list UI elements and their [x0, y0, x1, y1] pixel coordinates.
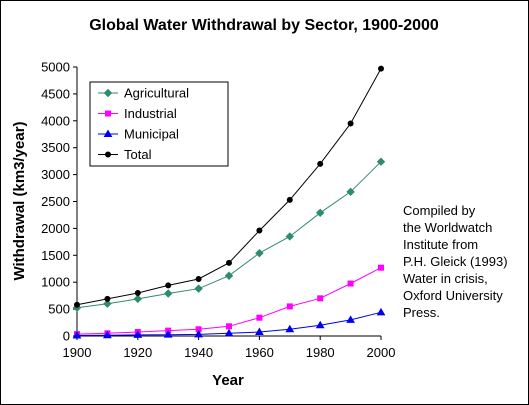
- data-point-municipal: [224, 328, 234, 337]
- x-tick-label: 1960: [245, 345, 274, 360]
- source-annotation-line: Water in crisis,: [403, 271, 488, 286]
- y-axis-label: Withdrawal (km3/year): [11, 121, 28, 280]
- data-point-total: [226, 259, 232, 266]
- y-tick-label: 2500: [41, 194, 70, 209]
- data-point-industrial: [226, 323, 232, 330]
- legend: Agricultural Industrial Municipal Total: [89, 81, 229, 167]
- source-annotation-line: Press.: [403, 305, 440, 320]
- source-annotation-line: Compiled by: [403, 203, 476, 218]
- legend-marker: [105, 110, 111, 117]
- y-tick-label: 4000: [41, 113, 70, 128]
- x-tick-label: 1980: [306, 345, 335, 360]
- legend-item-municipal: Municipal: [98, 127, 179, 142]
- legend-label: Industrial: [124, 106, 177, 121]
- data-point-industrial: [286, 303, 293, 310]
- y-tick-label: 2000: [41, 221, 70, 236]
- data-point-total: [286, 196, 293, 203]
- y-tick-label: 4500: [41, 86, 70, 101]
- series-line-agricultural: [76, 161, 382, 309]
- legend-marker: [103, 129, 113, 137]
- data-point-municipal: [346, 315, 355, 323]
- legend-item-industrial: Industrial: [98, 106, 177, 121]
- data-point-agricultural: [285, 232, 295, 241]
- legend-marker: [103, 88, 113, 98]
- data-point-industrial: [256, 314, 263, 321]
- data-point-total: [317, 160, 324, 167]
- data-point-total: [378, 65, 384, 72]
- y-tick-label: 3000: [41, 167, 70, 182]
- source-annotation-line: Oxford University: [403, 288, 503, 303]
- series-agricultural: [72, 157, 386, 312]
- data-point-total: [104, 295, 111, 302]
- data-point-municipal: [133, 330, 143, 338]
- legend-item-agricultural: Agricultural: [98, 86, 189, 101]
- x-tick-label: 1920: [123, 345, 152, 360]
- x-tick-label: 1900: [63, 345, 92, 360]
- series-industrial: [74, 264, 384, 338]
- legend-label: Municipal: [124, 127, 179, 142]
- legend-label: Total: [124, 147, 152, 162]
- chart-title: Global Water Withdrawal by Sector, 1900-…: [89, 17, 439, 34]
- data-point-total: [165, 282, 172, 289]
- data-point-municipal: [285, 324, 295, 333]
- data-point-industrial: [347, 280, 354, 287]
- data-point-industrial: [378, 264, 384, 271]
- data-point-industrial: [317, 295, 324, 302]
- data-point-total: [347, 120, 354, 127]
- data-point-municipal: [255, 327, 264, 335]
- x-tick-label: 1940: [184, 345, 213, 360]
- data-point-municipal: [72, 330, 82, 339]
- legend-label: Agricultural: [124, 86, 189, 101]
- x-axis-label: Year: [212, 372, 244, 389]
- data-point-municipal: [163, 330, 173, 338]
- axes: 0 500 1000 1500 2000 2500 3000 3500 4000 4500 5000…: [41, 60, 395, 361]
- source-annotation-line: Institute from: [403, 237, 479, 252]
- y-tick-label: 1000: [41, 275, 70, 290]
- data-point-total: [256, 227, 263, 234]
- legend-box: [89, 81, 229, 167]
- data-point-agricultural: [103, 299, 112, 308]
- source-annotation-line: the Worldwatch: [403, 220, 493, 235]
- data-point-agricultural: [315, 208, 325, 218]
- x-tick-label: 2000: [367, 345, 396, 360]
- data-point-municipal: [315, 320, 325, 329]
- data-point-total: [134, 289, 141, 296]
- data-point-total: [195, 275, 202, 282]
- legend-marker: [105, 151, 111, 158]
- source-annotation-line: P.H. Gleick (1993): [403, 254, 508, 269]
- y-tick-label: 0: [63, 329, 70, 344]
- series-municipal: [72, 307, 386, 339]
- data-point-municipal: [376, 307, 386, 316]
- y-tick-label: 3500: [41, 140, 70, 155]
- data-point-agricultural: [346, 187, 355, 197]
- data-point-agricultural: [255, 248, 264, 258]
- data-point-agricultural: [376, 157, 386, 166]
- legend-item-total: Total: [98, 147, 152, 162]
- data-point-agricultural: [194, 284, 203, 293]
- data-point-agricultural: [163, 289, 173, 298]
- data-point-agricultural: [224, 271, 234, 280]
- series-layer: [72, 65, 386, 339]
- data-point-municipal: [194, 329, 203, 338]
- y-tick-label: 1500: [41, 248, 70, 263]
- source-annotation: Compiled by the Worldwatch Institute from P…: [403, 202, 523, 321]
- data-point-agricultural: [133, 294, 143, 304]
- data-point-municipal: [103, 330, 112, 339]
- series-total: [74, 65, 384, 308]
- y-tick-label: 500: [48, 302, 70, 317]
- data-point-total: [74, 301, 80, 308]
- y-tick-label: 5000: [41, 60, 70, 75]
